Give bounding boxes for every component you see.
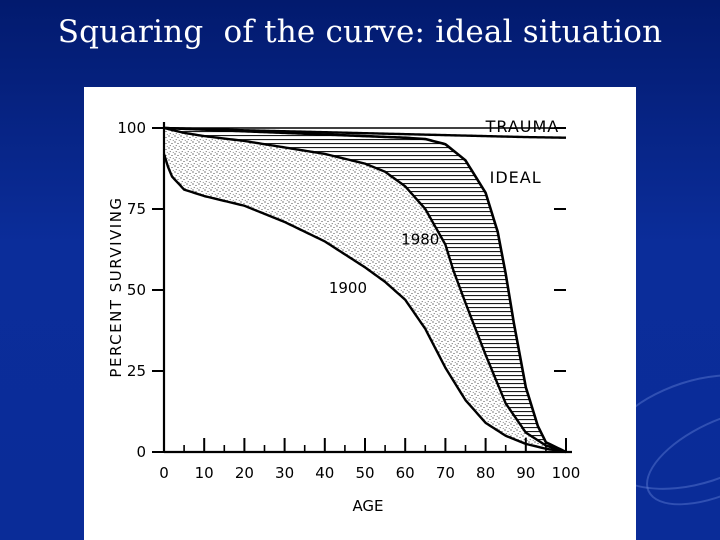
series-line-1900 bbox=[162, 153, 567, 454]
y-tick-label: 100 bbox=[117, 119, 146, 137]
x-tick-label: 80 bbox=[476, 464, 495, 482]
series-label-1980: 1980 bbox=[401, 231, 439, 249]
x-tick-label: 90 bbox=[516, 464, 535, 482]
y-tick-label: 0 bbox=[136, 443, 146, 461]
series-label-1900: 1900 bbox=[329, 279, 367, 297]
x-axis-title: AGE bbox=[352, 497, 383, 515]
series-line-1980 bbox=[163, 126, 567, 454]
y-tick-label: 25 bbox=[127, 362, 146, 380]
series-lines bbox=[162, 126, 567, 454]
x-tick-label: 70 bbox=[436, 464, 455, 482]
survival-chart: 0 10 20 30 40 50 60 70 80 90 100 0 25 50 75 100 TRAUMA I… bbox=[107, 117, 580, 515]
shading-layer bbox=[164, 128, 566, 452]
y-tick-label: 75 bbox=[127, 200, 146, 218]
axis-layer: 0 10 20 30 40 50 60 70 80 90 100 0 25 50 75 100 bbox=[117, 119, 580, 482]
y-axis-title: PERCENT SURVIVING bbox=[107, 196, 125, 377]
series-label-trauma: TRAUMA bbox=[485, 117, 560, 136]
x-tick-label: 40 bbox=[315, 464, 334, 482]
survival-chart-figure: 0 10 20 30 40 50 60 70 80 90 100 0 25 50 75 100 TRAUMA I… bbox=[84, 87, 636, 540]
y-tick-label: 50 bbox=[127, 281, 146, 299]
shading-stipple bbox=[164, 128, 566, 452]
slide-title: Squaring of the curve: ideal situation bbox=[57, 14, 663, 50]
x-tick-label: 50 bbox=[355, 464, 374, 482]
x-tick-label: 100 bbox=[552, 464, 581, 482]
x-tick-label: 20 bbox=[235, 464, 254, 482]
shading-horizontal-hatch bbox=[164, 128, 566, 452]
series-labels: TRAUMA IDEAL 1980 1900 bbox=[329, 117, 560, 297]
series-label-ideal: IDEAL bbox=[490, 168, 542, 187]
x-tick-label: 60 bbox=[396, 464, 415, 482]
x-tick-label: 10 bbox=[195, 464, 214, 482]
series-line-ideal bbox=[163, 126, 567, 454]
x-tick-label: 0 bbox=[159, 464, 169, 482]
x-tick-label: 30 bbox=[275, 464, 294, 482]
